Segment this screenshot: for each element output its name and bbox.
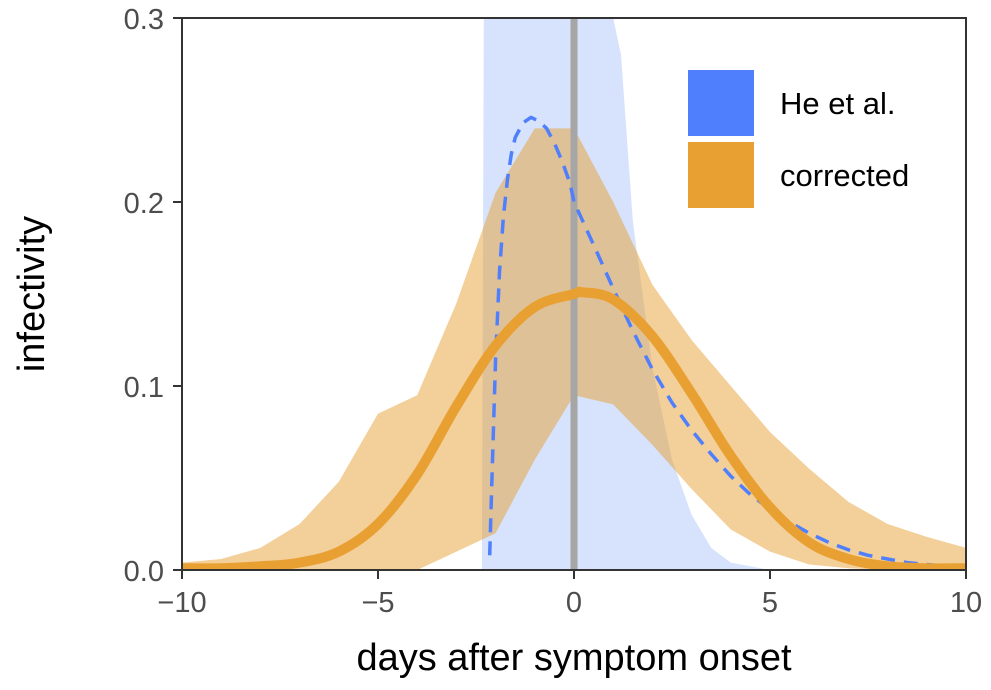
x-tick-label: −10 — [157, 587, 206, 619]
y-tick-label: 0.1 — [124, 372, 164, 404]
legend: He et al. corrected — [688, 70, 909, 208]
legend-key-he-et-al — [688, 70, 754, 136]
y-tick-label: 0.3 — [124, 4, 164, 36]
legend-label-corrected: corrected — [780, 158, 909, 193]
x-tick-label: −5 — [361, 587, 394, 619]
legend-label-he-et-al: He et al. — [780, 86, 895, 121]
axes: −10 −5 0 5 10 0.0 0.1 0.2 0.3 — [124, 4, 982, 619]
series-lines — [182, 115, 966, 570]
line-corrected — [182, 286, 966, 570]
y-axis-title: infectivity — [11, 216, 53, 372]
legend-key-corrected — [688, 142, 754, 208]
x-tick-label: 5 — [762, 587, 778, 619]
x-tick-label: 10 — [950, 587, 982, 619]
y-tick-label: 0.0 — [124, 556, 164, 588]
band-he-et-al — [481, 18, 966, 570]
x-axis-title: days after symptom onset — [356, 637, 792, 679]
x-tick-label: 0 — [566, 587, 582, 619]
line-he-et-al — [487, 115, 966, 570]
y-tick-label: 0.2 — [124, 188, 164, 220]
